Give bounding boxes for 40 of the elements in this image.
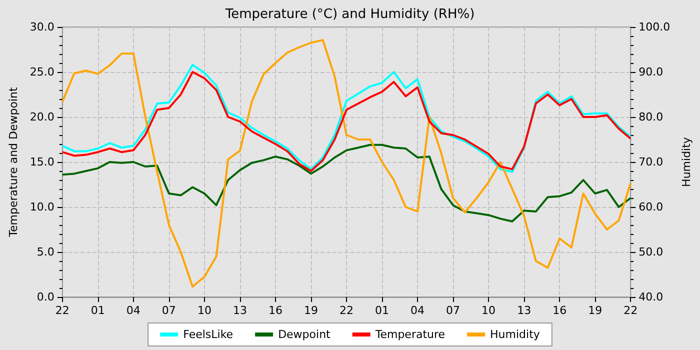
x-tick-label: 16 bbox=[552, 304, 567, 317]
y-tick-label: 20.0 bbox=[30, 110, 54, 124]
line-series bbox=[61, 39, 632, 288]
legend-label: Temperature bbox=[374, 328, 446, 341]
x-tick-label: 22 bbox=[55, 304, 70, 317]
line-series bbox=[61, 144, 632, 222]
y-tick-label: 10.0 bbox=[30, 200, 54, 214]
y-tick-label: 15.0 bbox=[30, 156, 54, 168]
x-tick-label: 01 bbox=[375, 304, 390, 317]
x-tick-label: 13 bbox=[517, 304, 532, 317]
y2-tick-label: 40.0 bbox=[638, 290, 664, 304]
y2-tick-label: 100.0 bbox=[638, 20, 670, 34]
legend-label: FeelsLike bbox=[183, 328, 234, 341]
y2-tick-label: 50.0 bbox=[638, 246, 664, 258]
y2-tick-label: 70.0 bbox=[638, 156, 664, 168]
chart-title: Temperature (°C) and Humidity (RH%) bbox=[224, 7, 475, 22]
y-tick-label: 30.0 bbox=[30, 20, 54, 34]
y-tick-label: 25.0 bbox=[30, 66, 54, 78]
legend-label: Humidity bbox=[490, 328, 540, 341]
x-tick-label: 19 bbox=[304, 304, 318, 317]
x-tick-label: 10 bbox=[197, 304, 212, 317]
y2-tick-label: 60.0 bbox=[638, 200, 664, 214]
x-tick-label: 13 bbox=[232, 304, 247, 317]
y-tick-label: 0.0 bbox=[36, 290, 54, 304]
x-tick-label: 19 bbox=[588, 304, 602, 317]
x-tick-label: 04 bbox=[126, 304, 140, 317]
x-tick-label: 01 bbox=[90, 304, 105, 317]
y-tick-label: 5.0 bbox=[36, 246, 54, 258]
x-tick-label: 22 bbox=[340, 304, 354, 317]
y-axis-title: Temperature and Dewpoint bbox=[7, 86, 20, 238]
x-tick-label: 07 bbox=[162, 304, 176, 317]
y2-tick-label: 80.0 bbox=[638, 110, 664, 124]
y2-tick-label: 90.0 bbox=[638, 66, 664, 78]
x-tick-label: 10 bbox=[482, 304, 496, 317]
x-tick-label: 16 bbox=[268, 304, 282, 317]
x-tick-label: 22 bbox=[624, 304, 638, 317]
y2-axis-title: Humidity bbox=[680, 136, 693, 187]
x-tick-label: 04 bbox=[410, 304, 425, 317]
x-tick-label: 07 bbox=[446, 304, 460, 317]
legend-label: Dewpoint bbox=[278, 328, 332, 341]
